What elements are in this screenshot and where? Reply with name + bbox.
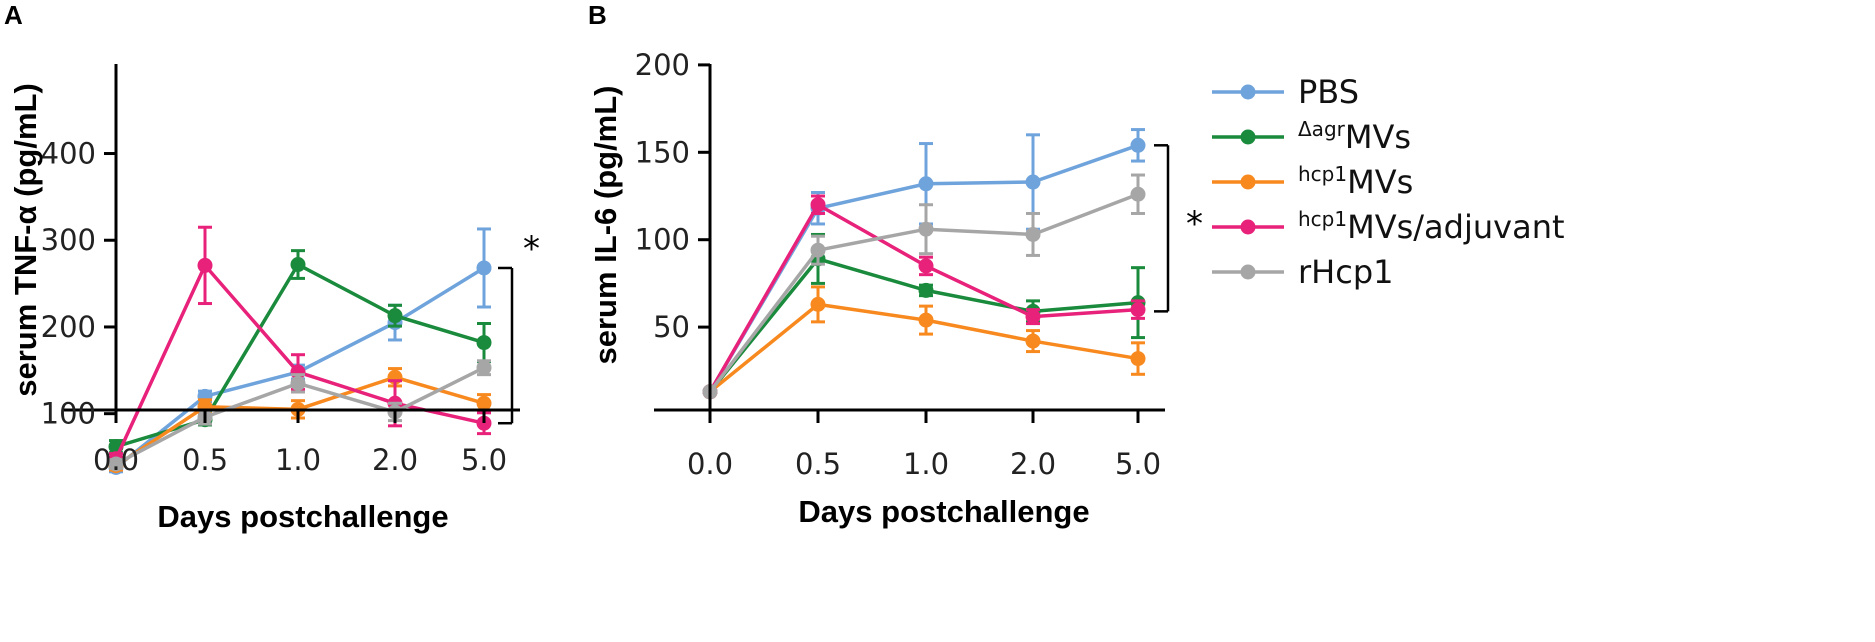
- data-point: [387, 308, 403, 324]
- data-point: [810, 242, 826, 258]
- data-point: [1025, 174, 1041, 190]
- panel-a-tnf-chart: A 100 200 300 400 0.0 0.5 1.0 2.0 5.0 * serum TNF…: [4, 0, 540, 534]
- data-point: [918, 282, 934, 298]
- legend-item: PBS: [1212, 73, 1359, 111]
- legend-main-text: MVs: [1345, 118, 1411, 156]
- data-point: [918, 176, 934, 192]
- panel-b-marks: [702, 128, 1146, 400]
- panel-a-y-axis-title: serum TNF-α (pg/mL): [8, 83, 43, 397]
- data-point: [476, 415, 492, 431]
- panel-letter-a: A: [4, 0, 23, 30]
- data-point: [918, 221, 934, 237]
- legend-superscript: hcp1: [1298, 162, 1347, 186]
- legend-label: ΔagrMVs: [1298, 117, 1411, 156]
- x-tick-label: 2.0: [372, 443, 418, 477]
- x-tick-label: 0.5: [182, 443, 228, 477]
- y-tick-label: 200: [635, 48, 690, 82]
- x-tick-label: 0.5: [795, 447, 841, 481]
- legend-marker: [1240, 264, 1256, 280]
- legend-item: ΔagrMVs: [1212, 117, 1411, 156]
- panel-a-x-axis-title: Days postchallenge: [157, 499, 448, 534]
- y-tick-label: 400: [41, 137, 96, 171]
- series-hcp1mvs: [702, 285, 1146, 400]
- legend-main-text: MVs: [1347, 163, 1413, 201]
- legend-item: rHcp1: [1212, 253, 1393, 291]
- y-tick-label: 200: [41, 310, 96, 344]
- legend-label: rHcp1: [1298, 253, 1393, 291]
- legend-marker: [1240, 174, 1256, 190]
- panel-a-axes: 100 200 300 400 0.0 0.5 1.0 2.0 5.0 *: [41, 64, 540, 477]
- legend-superscript: hcp1: [1298, 207, 1347, 231]
- panel-letter-b: B: [588, 0, 607, 30]
- series-rhcp1: [702, 173, 1146, 400]
- data-point: [476, 260, 492, 276]
- significance-bracket: *: [1154, 144, 1203, 313]
- data-point: [810, 296, 826, 312]
- data-point: [918, 312, 934, 328]
- legend-item: hcp1MVs/adjuvant: [1212, 207, 1565, 246]
- x-tick-label: 5.0: [461, 443, 507, 477]
- panel-b-y-axis-title: serum IL-6 (pg/mL): [588, 85, 623, 364]
- data-point: [918, 258, 934, 274]
- x-tick-label: 2.0: [1010, 447, 1056, 481]
- data-point: [1130, 302, 1146, 318]
- data-point: [290, 375, 306, 391]
- y-tick-label: 100: [635, 223, 690, 257]
- data-point: [290, 257, 306, 273]
- legend-superscript: Δagr: [1298, 117, 1346, 141]
- y-tick-label: 150: [635, 135, 690, 169]
- legend-marker: [1240, 84, 1256, 100]
- legend-marker: [1240, 219, 1256, 235]
- legend-label: hcp1MVs: [1298, 162, 1413, 201]
- x-tick-label: 0.0: [93, 443, 139, 477]
- legend-marker: [1240, 129, 1256, 145]
- data-point: [197, 257, 213, 273]
- data-point: [1130, 186, 1146, 202]
- data-point: [1025, 333, 1041, 349]
- significance-star: *: [523, 229, 540, 269]
- data-point: [476, 360, 492, 376]
- y-tick-label: 50: [653, 310, 690, 344]
- x-tick-label: 5.0: [1115, 447, 1161, 481]
- data-point: [1130, 137, 1146, 153]
- legend-label: PBS: [1298, 73, 1359, 111]
- data-point: [476, 395, 492, 411]
- x-tick-label: 1.0: [275, 443, 321, 477]
- panel-b-il6-chart: B 50 100 150 200 0.0 0.5 1.0 2.0 5.0 * serum IL-6…: [588, 0, 1203, 529]
- data-point: [1025, 226, 1041, 242]
- data-point: [1025, 309, 1041, 325]
- data-point: [1130, 351, 1146, 367]
- panel-b-axes: 50 100 150 200 0.0 0.5 1.0 2.0 5.0 *: [635, 48, 1203, 481]
- panel-a-marks: [108, 225, 492, 475]
- y-tick-label: 100: [41, 397, 96, 431]
- data-point: [810, 197, 826, 213]
- x-tick-label: 0.0: [687, 447, 733, 481]
- x-tick-label: 1.0: [903, 447, 949, 481]
- legend-label: hcp1MVs/adjuvant: [1298, 207, 1565, 246]
- data-point: [108, 456, 124, 472]
- significance-star: *: [1186, 204, 1203, 244]
- data-point: [476, 335, 492, 351]
- panel-b-x-axis-title: Days postchallenge: [798, 494, 1089, 529]
- legend-main-text: MVs/adjuvant: [1347, 208, 1564, 246]
- y-tick-label: 300: [41, 223, 96, 257]
- legend-item: hcp1MVs: [1212, 162, 1413, 201]
- significance-bracket: *: [498, 229, 540, 425]
